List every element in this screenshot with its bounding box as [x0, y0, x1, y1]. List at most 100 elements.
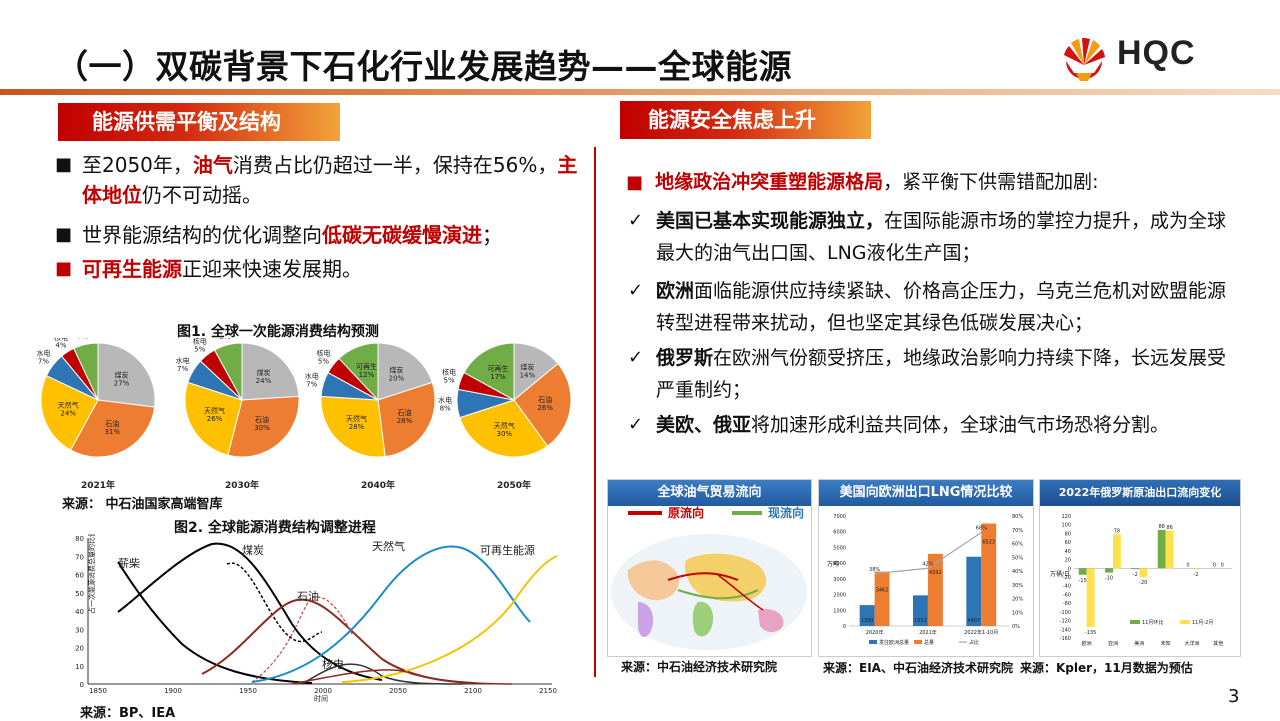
ru-category: 大洋洲 — [1184, 640, 1199, 647]
pie-slice-label: 石油 — [397, 408, 411, 417]
trade-flow-map: 全球油气贸易流向 原流向 现流向 — [607, 479, 812, 657]
ru-bar-value: -10 — [1105, 576, 1113, 582]
pie-slice-label: 核电 — [316, 349, 330, 358]
lng-y2tick: 10% — [1012, 610, 1023, 616]
pie-slice-label: 核电 — [54, 338, 68, 342]
pie-slice-value: 26% — [207, 415, 223, 423]
pie-slice-label: 可再生 — [488, 364, 509, 373]
pie-slice-label: 核电 — [193, 338, 207, 345]
pie-slice-value: 27% — [114, 379, 130, 387]
lng-share-label: 68% — [976, 526, 987, 532]
fig2-ytick: 50 — [75, 590, 84, 598]
nuclear-curve — [301, 663, 463, 685]
ru-ytick: -40 — [1063, 584, 1071, 590]
lng-share-line — [874, 532, 982, 575]
ru-bar-value: 78 — [1114, 528, 1120, 534]
lng-category: 2020年 — [866, 629, 884, 636]
bullet-text: 正迎来快速发展期。 — [182, 257, 362, 281]
lng-ytick: 2000 — [833, 593, 846, 599]
ru-ytick: 100 — [1061, 523, 1071, 529]
ru-ytick: -80 — [1063, 601, 1071, 607]
pie-year-label: 2050年 — [497, 479, 531, 491]
lng-legend-label: 发往欧洲总量 — [879, 639, 909, 646]
fig1-caption: 图1. 全球一次能源消费结构预测 — [177, 324, 379, 340]
pie-slice-label: 煤炭 — [256, 368, 270, 377]
lng-legend-swatch — [869, 640, 877, 644]
lng-bar — [981, 523, 997, 626]
check-text: 面临能源供应持续紧缺、价格高企压力，乌克兰危机对欧盟能源转型进程带来扰动，但也坚… — [656, 280, 1227, 334]
russia-bar-chart: 120100806040200-20-40-60-80-100-120-140-… — [1050, 514, 1232, 647]
label-nuclear: 核电 — [322, 657, 344, 671]
ru-ylabel: 万桶/日 — [1050, 570, 1070, 578]
pie-slice-value: 8% — [440, 404, 451, 412]
column-divider — [594, 147, 596, 677]
ru-bar — [1086, 568, 1095, 628]
check-bold: 俄罗斯 — [656, 347, 714, 369]
pie-slice-label: 石油 — [255, 415, 269, 424]
pie-slice-label: 石油 — [538, 395, 552, 404]
square-bullet-icon: ■ — [55, 154, 73, 175]
ru-bar-value: -15 — [1079, 578, 1087, 584]
lng-legend-label: 占比 — [969, 639, 979, 646]
ru-bar-value: 0 — [1186, 562, 1189, 568]
pie-slice — [463, 342, 515, 401]
pie-slice — [184, 381, 243, 456]
square-bullet-icon: ■ — [626, 172, 644, 193]
check-icon: ✓ — [628, 210, 644, 231]
tail-curve — [291, 669, 513, 685]
ru-ytick: 0 — [1068, 566, 1071, 572]
pie-slice-label: 天然气 — [204, 406, 225, 415]
img3-source: 来源：Kpler，11月数据为预估 — [1020, 661, 1193, 675]
pie-slice-value: 28% — [397, 417, 413, 425]
fig2-xtick: 2050 — [389, 687, 407, 695]
pie-slice-value: 12% — [359, 371, 375, 379]
pie-slice-label: 可再生 — [356, 362, 377, 371]
page-title: （一）双碳背景下石化行业发展趋势——全球能源 — [55, 47, 792, 86]
fig1-source: 来源： 中石油国家高端智库 — [62, 497, 223, 512]
square-bullet-icon: ■ — [55, 224, 73, 245]
lng-ytick: 3000 — [833, 577, 846, 583]
fig2-ytick: 80 — [75, 535, 84, 543]
ru-bar — [1131, 568, 1140, 570]
trade-flow-title: 全球油气贸易流向 — [608, 480, 811, 506]
fig2-ytick: 0 — [80, 681, 84, 689]
pie-slice-label: 石油 — [105, 419, 119, 428]
ru-ytick: 60 — [1065, 540, 1071, 546]
pie-slice-label: 水电 — [438, 395, 452, 404]
green-arrow-icon — [732, 511, 762, 515]
legend-orig: 原流向 — [668, 506, 705, 520]
square-bullet-icon: ■ — [55, 258, 73, 279]
lng-ytick: 5000 — [833, 545, 846, 551]
lng-ytick: 4000 — [833, 561, 846, 567]
ru-bar — [1165, 530, 1174, 569]
lng-ytick: 7000 — [833, 514, 846, 520]
lng-y2tick: 30% — [1012, 583, 1023, 589]
trade-flow-legend: 原流向 现流向 — [608, 506, 811, 530]
pie-slice-value: 5% — [318, 358, 329, 366]
fig2-ytick: 70 — [75, 553, 84, 561]
pie-year-label: 2021年 — [81, 479, 115, 491]
right-check-2: ✓ 欧洲面临能源供应持续紧缺、价格高企压力，乌克兰危机对欧盟能源转型进程带来扰动… — [628, 275, 1232, 339]
check-bold: 美国已基本实现能源独立， — [656, 210, 885, 232]
pie-slice-label: 天然气 — [346, 414, 367, 423]
pie-slice-value: 30% — [497, 430, 513, 438]
pie-year-label: 2030年 — [225, 479, 259, 491]
pie-slice-value: 26% — [537, 404, 553, 412]
pie-slice-value: 7% — [177, 365, 188, 373]
left-bullet-1: ■ 至2050年，油气消费占比仍超过一半，保持在56%，主体地位仍不可动摇。 — [55, 150, 585, 210]
pie-slice-label: 水电 — [176, 356, 190, 365]
ru-category: 欧洲 — [1082, 640, 1092, 647]
lng-bar-value: 3462 — [876, 588, 889, 594]
russia-chart-title: 2022年俄罗斯原油出口流向变化 — [1040, 480, 1240, 506]
lng-bar-value: 6523 — [982, 539, 995, 545]
check-text: 在欧洲气份额受挤压，地缘政治影响力持续下降，长远发展受严重制约； — [656, 347, 1227, 401]
pie-slice-value: 20% — [389, 375, 405, 383]
pie-slice-value: 7% — [77, 338, 88, 341]
check-bold: 美欧、俄亚 — [656, 414, 752, 436]
ru-ytick: -20 — [1063, 575, 1071, 581]
ru-ytick: -140 — [1060, 627, 1071, 633]
lng-bar — [966, 556, 982, 626]
ru-ytick: 120 — [1061, 514, 1071, 520]
ru-bar — [1139, 568, 1148, 577]
pie-slice — [227, 395, 300, 458]
